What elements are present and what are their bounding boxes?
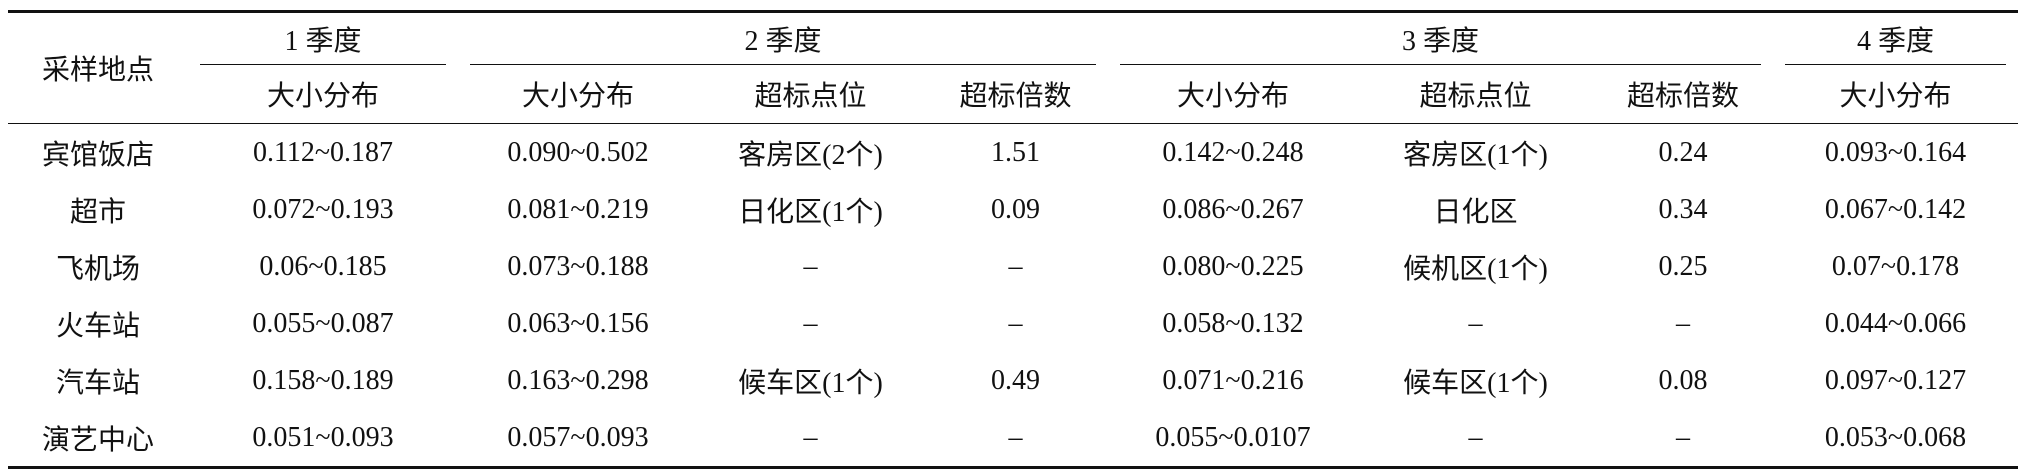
- group-header: 1 季度: [188, 12, 458, 66]
- subheader: 大小分布: [1108, 65, 1358, 124]
- row-label: 宾馆饭店: [41, 139, 154, 171]
- table-cell: –: [1468, 421, 1483, 453]
- table-cell: 0.093~0.164: [1824, 136, 1967, 168]
- subheader: 超标点位: [1358, 65, 1593, 124]
- table-cell: 0.063~0.156: [507, 307, 649, 339]
- table-row: 汽车站 0.158~0.189 0.163~0.298 候车区(1个) 0.49 0.07…: [8, 352, 2018, 409]
- table-cell: –: [803, 307, 818, 339]
- subheader: 大小分布: [188, 65, 458, 124]
- table-cell: 日化区: [1433, 196, 1518, 228]
- table-cell: –: [1676, 421, 1690, 453]
- table-cell: 0.071~0.216: [1162, 364, 1304, 396]
- table-cell: 0.073~0.188: [507, 250, 649, 282]
- table-cell: –: [1676, 307, 1690, 339]
- table-cell: 候机区(1个): [1403, 253, 1548, 285]
- table-cell: 0.057~0.093: [507, 421, 649, 453]
- table-row: 飞机场 0.06~0.185 0.073~0.188 – – 0.080~0.225 候机区…: [8, 238, 2018, 295]
- corner-header: 采样地点: [8, 11, 188, 124]
- table-cell: 0.34: [1658, 193, 1708, 225]
- table-row: 演艺中心 0.051~0.093 0.057~0.093 – – 0.055~0.0107…: [8, 409, 2018, 468]
- table-cell: 候车区(1个): [1403, 367, 1548, 399]
- table-cell: –: [803, 421, 818, 453]
- table-cell: 0.051~0.093: [252, 421, 394, 453]
- table-cell: 0.25: [1658, 250, 1708, 282]
- table-cell: 0.053~0.068: [1824, 421, 1967, 453]
- table-cell: 候车区(1个): [738, 367, 883, 399]
- table-cell: 0.086~0.267: [1162, 193, 1304, 225]
- table-cell: 0.158~0.189: [252, 364, 394, 396]
- table-row: 超市 0.072~0.193 0.081~0.219 日化区(1个) 0.09 0.086…: [8, 181, 2018, 238]
- table-cell: 0.09: [991, 193, 1040, 225]
- row-label: 汽车站: [55, 367, 140, 399]
- row-label: 演艺中心: [41, 424, 154, 456]
- row-label: 飞机场: [55, 253, 140, 285]
- table-cell: 0.097~0.127: [1824, 364, 1967, 396]
- table-cell: –: [803, 250, 818, 282]
- table-cell: 客房区(2个): [738, 139, 883, 171]
- table-cell: 0.163~0.298: [507, 364, 649, 396]
- subheader-row: 大小分布 大小分布 超标点位 超标倍数 大小分布 超标点位 超标倍数 大小分布: [8, 65, 2018, 124]
- table-cell: 0.112~0.187: [252, 136, 394, 168]
- table-cell: 0.24: [1658, 136, 1708, 168]
- row-label: 火车站: [55, 310, 140, 342]
- subheader: 大小分布: [1773, 65, 2018, 124]
- table-cell: –: [1008, 307, 1023, 339]
- subheader: 大小分布: [458, 65, 698, 124]
- table-cell: 0.055~0.087: [252, 307, 394, 339]
- table-cell: –: [1008, 421, 1023, 453]
- subheader: 超标倍数: [1593, 65, 1773, 124]
- table-cell: 1.51: [991, 136, 1040, 168]
- subheader: 超标倍数: [923, 65, 1108, 124]
- table-cell: 0.08: [1658, 364, 1708, 396]
- table-cell: 0.055~0.0107: [1155, 421, 1311, 453]
- table-cell: 0.06~0.185: [259, 250, 387, 282]
- table-cell: 0.142~0.248: [1162, 136, 1304, 168]
- table-row: 宾馆饭店 0.112~0.187 0.090~0.502 客房区(2个) 1.51 0.1…: [8, 124, 2018, 182]
- table-cell: 0.067~0.142: [1824, 193, 1967, 225]
- table-cell: 0.058~0.132: [1162, 307, 1304, 339]
- table-cell: 日化区(1个): [738, 196, 883, 228]
- table-wrap: 采样地点 1 季度 2 季度 3 季度 4 季度 大小分布 大小分布 超标点位 超标倍数 大小…: [8, 10, 2018, 469]
- table-cell: –: [1468, 307, 1483, 339]
- group-header: 3 季度: [1108, 12, 1773, 66]
- table-cell: 0.072~0.193: [252, 193, 394, 225]
- table-row: 火车站 0.055~0.087 0.063~0.156 – – 0.058~0.132 – –…: [8, 295, 2018, 352]
- table-cell: 0.080~0.225: [1162, 250, 1304, 282]
- table-cell: 0.090~0.502: [507, 136, 649, 168]
- group-header: 2 季度: [458, 12, 1108, 66]
- table-cell: 客房区(1个): [1403, 139, 1548, 171]
- table-cell: 0.081~0.219: [507, 193, 649, 225]
- table-cell: –: [1008, 250, 1023, 282]
- table-body: 宾馆饭店 0.112~0.187 0.090~0.502 客房区(2个) 1.51 0.1…: [8, 124, 2018, 468]
- table-cell: 0.044~0.066: [1824, 307, 1967, 339]
- subheader: 超标点位: [698, 65, 923, 124]
- table-cell: 0.07~0.178: [1831, 250, 1960, 282]
- group-header: 4 季度: [1773, 12, 2018, 66]
- row-label: 超市: [69, 196, 126, 228]
- header-row: 采样地点 1 季度 2 季度 3 季度 4 季度: [8, 11, 2018, 124]
- table-cell: 0.49: [991, 364, 1040, 396]
- data-table: 采样地点 1 季度 2 季度 3 季度 4 季度 大小分布 大小分布 超标点位 超标倍数 大小…: [8, 10, 2018, 469]
